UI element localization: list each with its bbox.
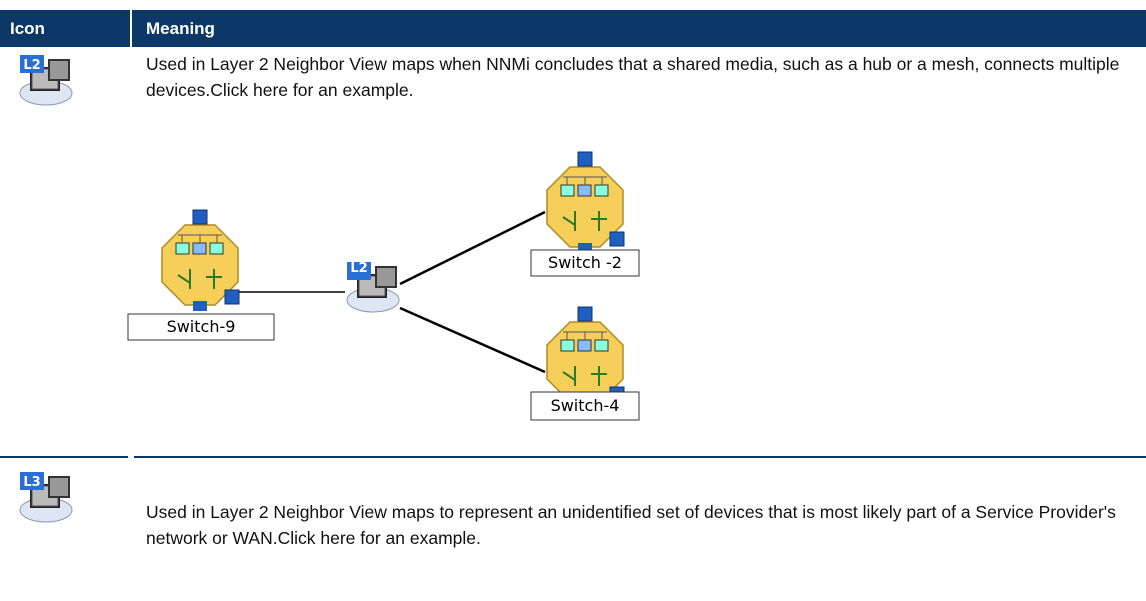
icon-label: L3 [23,475,40,490]
row-divider [134,456,1146,458]
meaning-text: Used in Layer 2 Neighbor View maps when … [146,54,1120,100]
node-label: Switch-4 [551,396,620,415]
icon-label: L2 [23,58,40,73]
example-diagram: L2 Switch-9 Switch -2 Switch-4 [127,151,640,421]
node-label: Switch -2 [548,253,622,272]
row-divider [0,456,128,458]
node-label: Switch-9 [167,317,236,336]
header-cell: Meaning [146,19,215,38]
header-cell: Icon [10,19,45,38]
meaning-text: Used in Layer 2 Neighbor View maps to re… [146,502,1116,548]
table-header: Icon Meaning [0,10,1146,47]
hub-label: L2 [350,261,367,276]
